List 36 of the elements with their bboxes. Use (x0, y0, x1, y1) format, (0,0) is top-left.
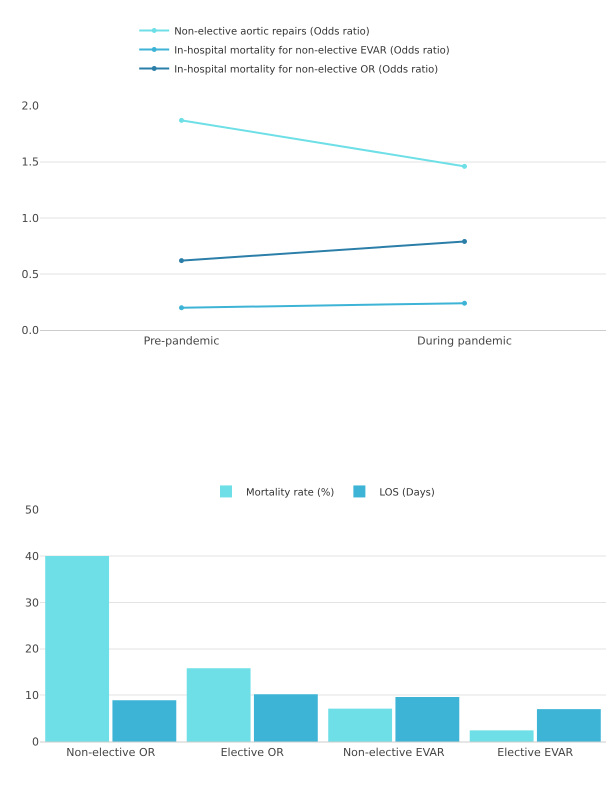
y-tick-label: 30 (25, 596, 39, 610)
bar (536, 709, 601, 742)
legend-label: LOS (Days) (379, 487, 435, 498)
point (462, 300, 467, 306)
bar (254, 694, 318, 742)
bar (45, 556, 110, 742)
y-tick-label: 1.0 (22, 212, 39, 225)
x-tick-label: During pandemic (417, 334, 512, 348)
x-tick-label: Non-elective EVAR (342, 746, 445, 759)
point (179, 305, 184, 310)
y-tick-label: 50 (25, 504, 39, 517)
bar (112, 700, 176, 742)
legend-label: In-hospital mortality for non-elective OR (Odds ratio) (174, 64, 438, 76)
legend-label: Non-elective aortic repairs (Odds ratio) (174, 26, 370, 38)
x-tick-label: Non-elective OR (66, 746, 156, 759)
bar (186, 668, 251, 742)
y-tick-label: 0.5 (22, 268, 39, 281)
y-tick-label: 10 (25, 689, 39, 702)
y-tick-label: 40 (25, 550, 39, 563)
x-tick-label: Elective OR (220, 746, 284, 759)
point (179, 118, 184, 123)
bar (395, 697, 460, 742)
y-tick-label: 20 (25, 642, 39, 656)
point (462, 239, 467, 244)
y-tick-label: 0.0 (22, 324, 39, 338)
y-tick-label: 0 (32, 735, 39, 748)
x-tick-label: Elective EVAR (497, 746, 574, 759)
point (462, 164, 467, 169)
y-tick-label: 2.0 (22, 100, 39, 113)
x-tick-label: Pre-pandemic (144, 334, 220, 348)
legend-label: In-hospital mortality for non-elective EVAR (Odds ratio) (174, 45, 450, 56)
bar (470, 730, 534, 742)
legend-label: Mortality rate (%) (246, 487, 334, 498)
y-tick-label: 1.5 (22, 156, 39, 169)
bar (328, 708, 392, 742)
point (179, 258, 184, 264)
